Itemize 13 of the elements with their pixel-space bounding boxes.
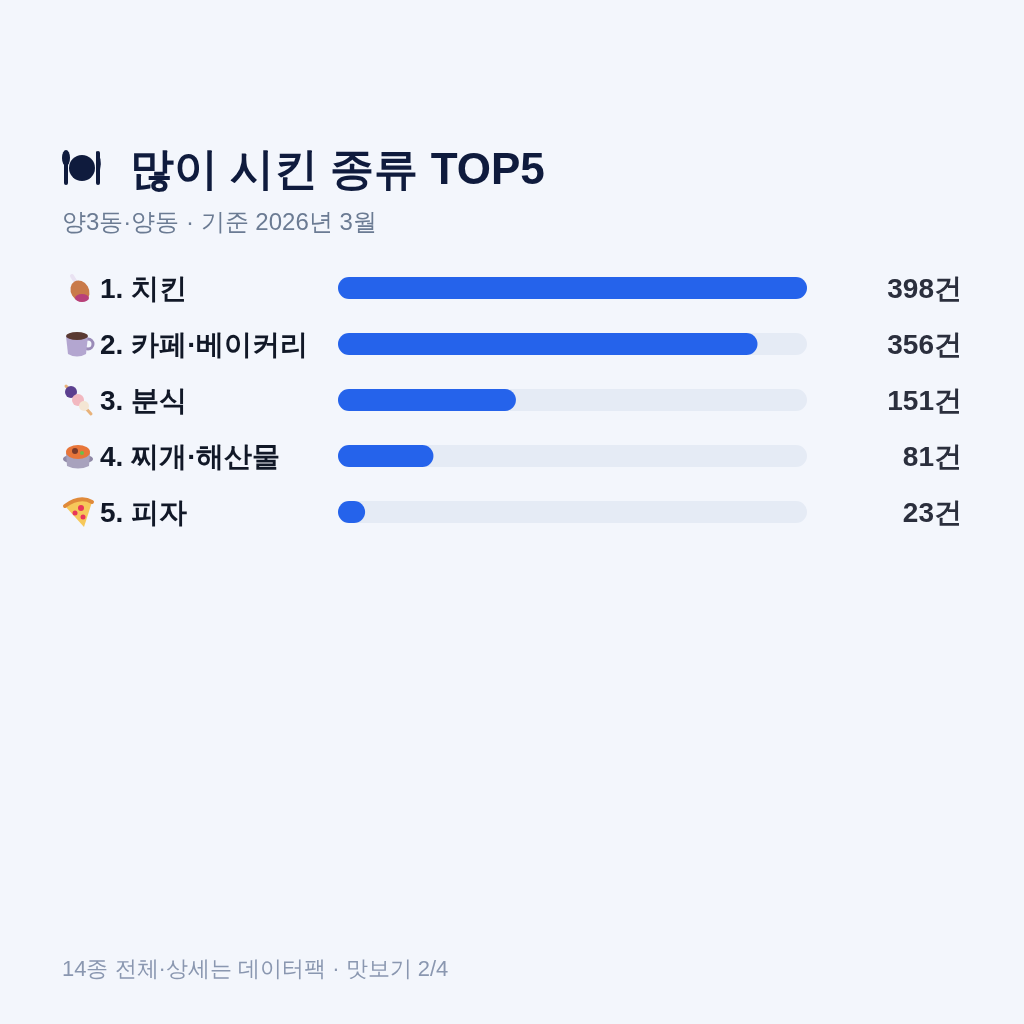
y-tick-label: 5. 피자 <box>100 497 188 528</box>
chart-title: 많이 시킨 종류 TOP5 <box>130 144 545 193</box>
data-label: 398건 <box>887 273 962 304</box>
data-label: 81건 <box>902 441 962 472</box>
y-tick-label: 4. 찌개·해산물 <box>100 441 281 472</box>
y-tick-label: 2. 카페·베이커리 <box>100 329 309 360</box>
data-label: 151건 <box>887 385 962 416</box>
data-label: 23건 <box>902 497 962 528</box>
text: 14종 전체·상세는 데이터팩 · 맛보기 2/4 <box>62 956 449 981</box>
y-tick-label: 1. 치킨 <box>100 273 188 304</box>
y-tick-label: 3. 분식 <box>100 385 188 416</box>
chart-subtitle: 양3동·양동 · 기준 2026년 3월 <box>62 208 377 235</box>
data-label: 356건 <box>887 329 962 360</box>
